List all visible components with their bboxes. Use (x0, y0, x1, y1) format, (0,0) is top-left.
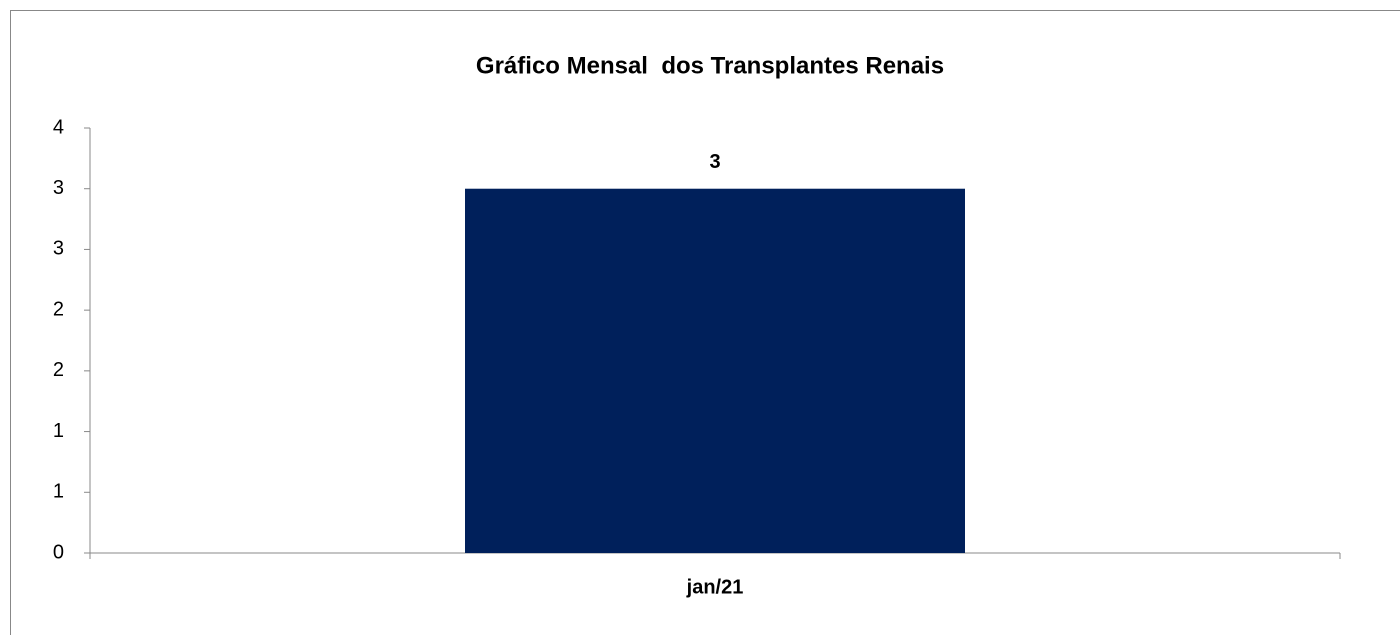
chart-title: Gráfico Mensal dos Transplantes Renais (476, 52, 944, 79)
y-tick-label: 0 (53, 541, 64, 563)
y-tick-label: 1 (53, 420, 64, 442)
x-tick-label: jan/21 (686, 576, 744, 598)
y-tick-label: 2 (53, 359, 64, 381)
y-tick-label: 2 (53, 298, 64, 320)
y-tick-label: 3 (53, 177, 64, 199)
data-label: 3 (709, 151, 720, 173)
bar (465, 188, 965, 553)
y-tick-label: 4 (53, 116, 64, 138)
y-tick-label: 1 (53, 481, 64, 503)
y-tick-label: 3 (53, 238, 64, 260)
